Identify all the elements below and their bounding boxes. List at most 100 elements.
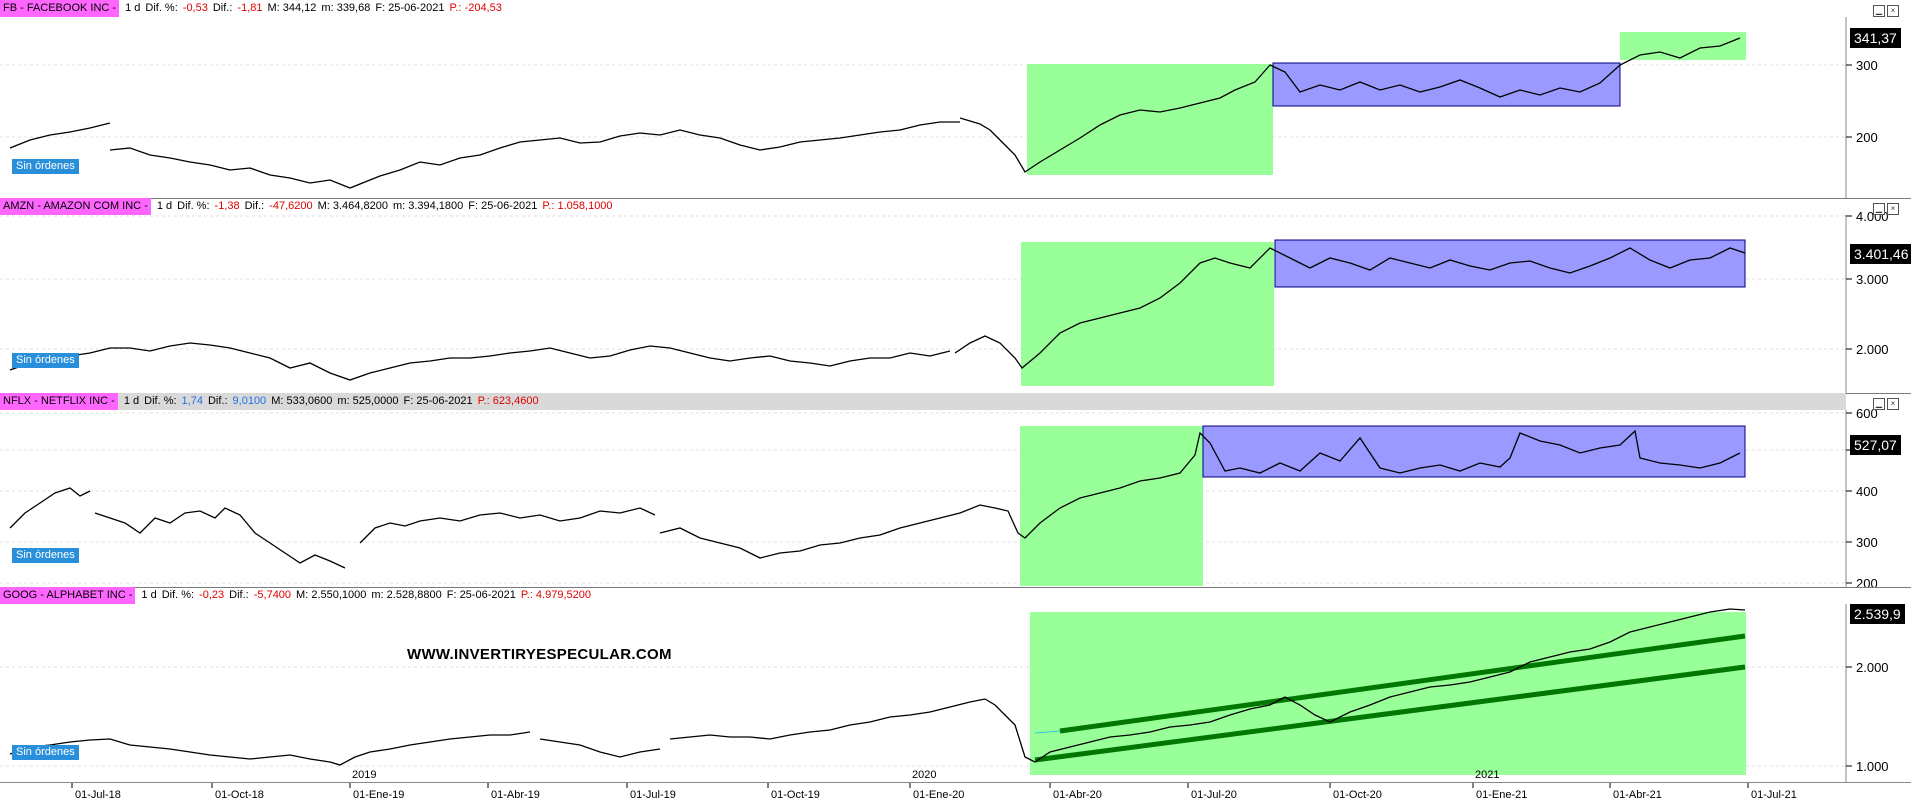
p-value: P.: 1.058,1000 (542, 200, 613, 212)
close-icon[interactable]: × (1887, 398, 1899, 410)
trend-line (1034, 664, 1746, 763)
panel-controls: ▁ × (1871, 198, 1911, 215)
year-label: 2020 (912, 769, 936, 781)
panel-header: AMZN - AMAZON COM INC - 1 d Dif. %: -1,38 Di… (0, 198, 1846, 215)
high-value: M: 2.550,1000 (296, 589, 367, 601)
x-axis: 01-Jul-18 01-Oct-18 01-Ene-19 01-Abr-19 … (0, 782, 1911, 802)
last-price-label: 341,37 (1850, 28, 1901, 48)
y-tick-label: 2.000 (1856, 660, 1889, 675)
y-tick-label: 3.000 (1856, 272, 1889, 287)
x-tick-label: 01-Oct-18 (215, 789, 264, 801)
y-axis: 300 200 (1845, 17, 1878, 198)
close-icon[interactable]: × (1887, 203, 1899, 215)
chart-panel-amzn: 4.000 3.000 2.000 AMZN - AMAZON COM INC … (0, 198, 1911, 394)
x-tick-label: 01-Oct-19 (771, 789, 820, 801)
panel-controls: ▁ × (1871, 0, 1911, 17)
last-price-label: 2.539,9 (1850, 604, 1905, 624)
year-label: 2019 (352, 769, 376, 781)
price-line (9, 429, 1741, 569)
trend-line-thin (1034, 730, 1061, 734)
last-price-label: 527,07 (1850, 435, 1901, 455)
abs-change: -47,6200 (269, 200, 313, 212)
orders-badge: Sin órdenes (12, 548, 79, 563)
abs-label: Dif.: (244, 200, 265, 212)
panel-header: NFLX - NETFLIX INC - 1 d Dif. %: 1,74 Dif.: 9… (0, 393, 1846, 410)
timeframe: 1 d (141, 589, 157, 601)
orders-badge: Sin órdenes (12, 159, 79, 174)
abs-label: Dif.: (207, 395, 228, 407)
x-tick-label: 01-Ene-21 (1476, 789, 1527, 801)
abs-label: Dif.: (212, 2, 233, 14)
x-tick-label: 01-Jul-18 (75, 789, 121, 801)
high-value: M: 344,12 (267, 2, 317, 14)
low-value: m: 339,68 (321, 2, 371, 14)
low-value: m: 3.394,1800 (392, 200, 464, 212)
pct-label: Dif. %: (161, 589, 195, 601)
date-value: F: 25-06-2021 (446, 589, 516, 601)
chart-panel-goog: 2.000 1.000 GOOG - ALPHABET INC - 1 d Dif.… (0, 587, 1911, 782)
year-labels: 2019 2020 2021 (352, 769, 1499, 781)
chart-canvas-fb: 300 200 (0, 17, 1878, 198)
green-zone (1027, 64, 1273, 175)
abs-change: 9,0100 (232, 395, 267, 407)
green-zone (1030, 612, 1746, 775)
watermark: WWW.INVERTIRYESPECULAR.COM (407, 646, 672, 663)
price-line (9, 608, 1746, 766)
x-axis-canvas: 01-Jul-18 01-Oct-18 01-Ene-19 01-Abr-19 … (71, 783, 1797, 801)
date-value: F: 25-06-2021 (468, 200, 538, 212)
timeframe: 1 d (156, 200, 173, 212)
p-value: P.: 623,4600 (477, 395, 539, 407)
chart-canvas-nflx: 600 500 400 300 200 (0, 406, 1878, 587)
price-line (9, 37, 1741, 189)
minimize-icon[interactable]: ▁ (1873, 398, 1885, 410)
abs-change: -1,81 (237, 2, 263, 14)
p-value: P.: 4.979,5200 (520, 589, 591, 601)
y-tick-label: 200 (1856, 130, 1878, 145)
y-tick-label: 600 (1856, 406, 1878, 421)
ticker-label[interactable]: GOOG - ALPHABET INC - (0, 587, 136, 604)
high-value: M: 533,0600 (271, 395, 333, 407)
close-icon[interactable]: × (1887, 5, 1899, 17)
minimize-icon[interactable]: ▁ (1873, 5, 1885, 17)
low-value: m: 525,0000 (337, 395, 399, 407)
date-value: F: 25-06-2021 (375, 2, 445, 14)
p-value: P.: -204,53 (449, 2, 502, 14)
high-value: M: 3.464,8200 (317, 200, 388, 212)
y-axis: 4.000 3.000 2.000 (1845, 209, 1889, 393)
ticker-label[interactable]: NFLX - NETFLIX INC - (0, 393, 118, 410)
panel-header: FB - FACEBOOK INC - 1 d Dif. %: -0,53 Dif.: -… (0, 0, 1846, 17)
x-tick-label: 01-Oct-20 (1333, 789, 1382, 801)
chart-canvas-goog: 2.000 1.000 (0, 604, 1889, 782)
y-tick-label: 2.000 (1856, 342, 1889, 357)
pct-label: Dif. %: (177, 200, 210, 212)
price-line (9, 247, 1746, 381)
abs-change: -5,7400 (253, 589, 292, 601)
year-label: 2021 (1475, 769, 1499, 781)
x-tick-label: 01-Abr-21 (1613, 789, 1662, 801)
chart-panel-fb: 300 200 FB - FACEBOOK INC - 1 d Dif. %: -0,… (0, 0, 1911, 199)
abs-label: Dif.: (229, 589, 249, 601)
y-tick-label: 300 (1856, 535, 1878, 550)
x-tick-label: 01-Ene-19 (353, 789, 404, 801)
chart-panel-nflx: 600 500 400 300 200 NFLX - NETFLIX INC -… (0, 393, 1911, 588)
last-price-label: 3.401,46 (1850, 244, 1911, 264)
ticker-label[interactable]: AMZN - AMAZON COM INC - (0, 198, 151, 215)
y-tick-label: 200 (1856, 576, 1878, 587)
chart-canvas-amzn: 4.000 3.000 2.000 (0, 209, 1889, 393)
minimize-icon[interactable]: ▁ (1873, 203, 1885, 215)
ticker-label[interactable]: FB - FACEBOOK INC - (0, 0, 120, 17)
timeframe: 1 d (123, 395, 140, 407)
x-tick-label: 01-Ene-20 (913, 789, 964, 801)
y-tick-label: 400 (1856, 484, 1878, 499)
y-axis: 600 500 400 300 200 (1845, 406, 1878, 587)
x-ticks (71, 783, 1749, 788)
orders-badge: Sin órdenes (12, 353, 79, 368)
x-tick-label: 01-Jul-19 (630, 789, 676, 801)
pct-change: -1,38 (214, 200, 240, 212)
orders-badge: Sin órdenes (12, 745, 79, 760)
pct-change: -0,23 (199, 589, 225, 601)
y-axis: 2.000 1.000 (1845, 604, 1889, 782)
y-tick-label: 1.000 (1856, 759, 1889, 774)
green-zone (1021, 242, 1274, 386)
date-value: F: 25-06-2021 (403, 395, 473, 407)
